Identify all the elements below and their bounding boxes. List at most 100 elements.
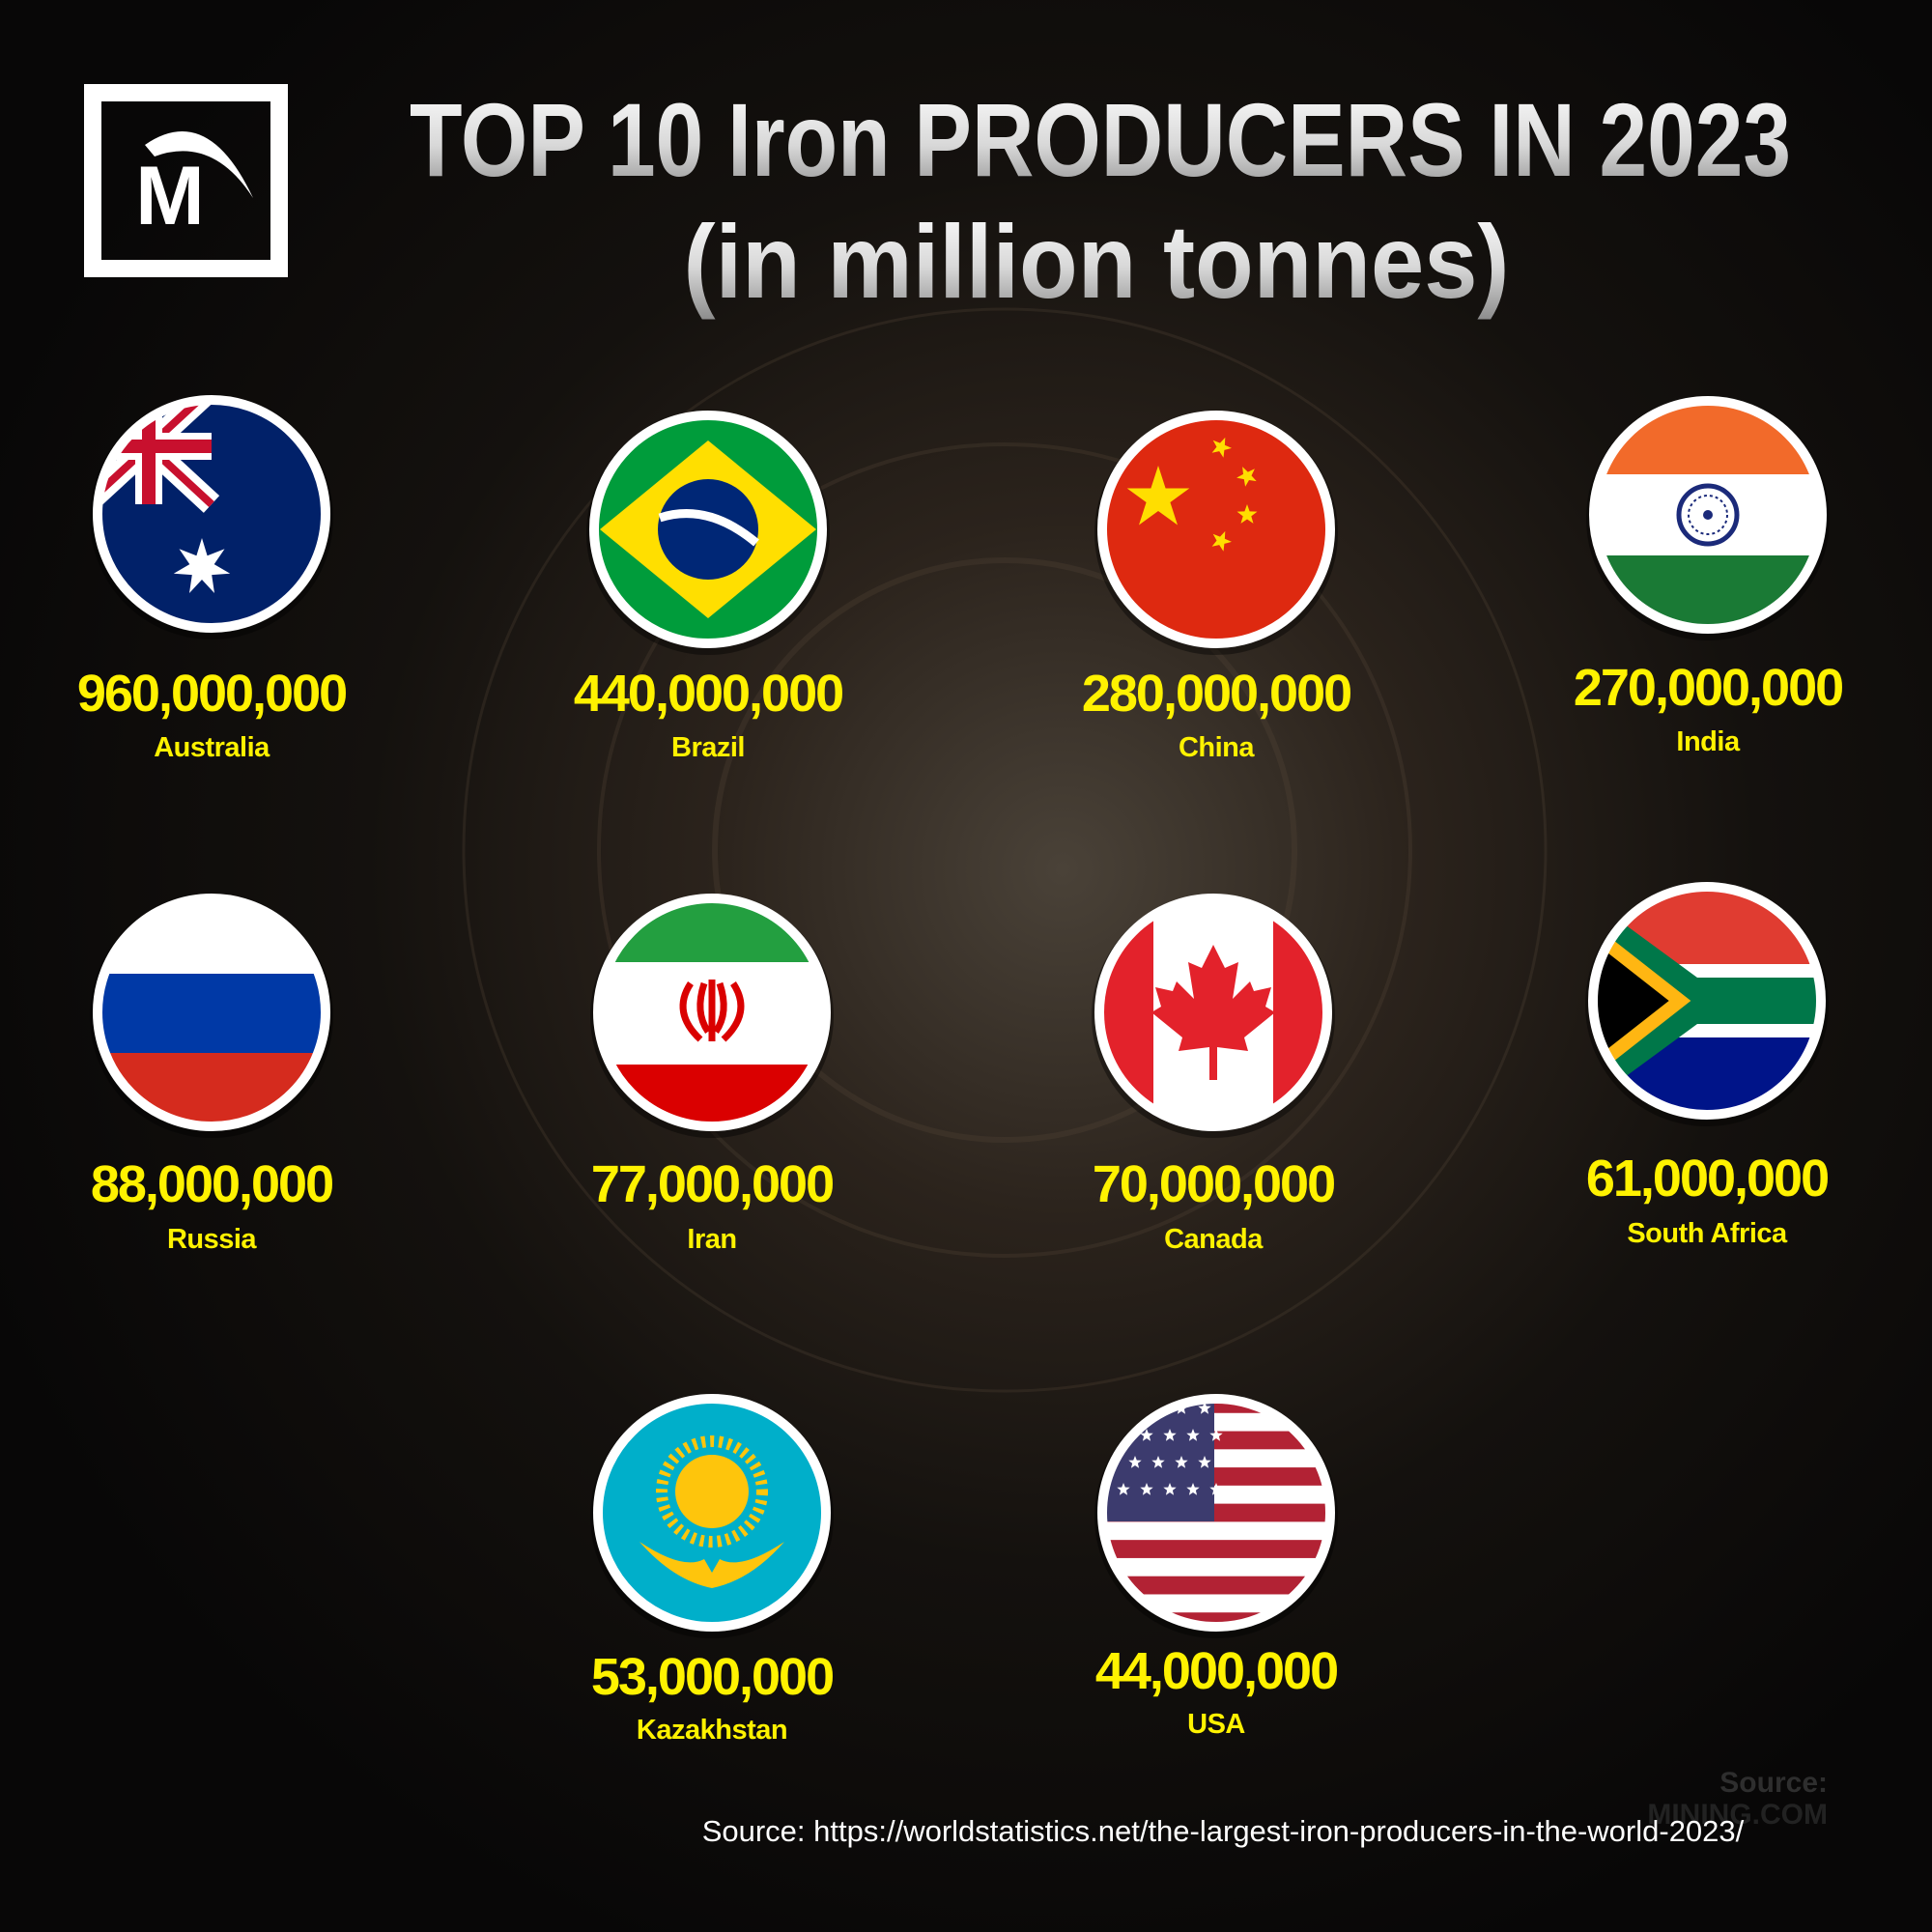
flag-shape [1593, 909, 1691, 1093]
producer-country: Australia [154, 732, 270, 763]
producer-value: 88,000,000 [91, 1155, 332, 1213]
producer-country: Russia [167, 1224, 257, 1255]
flag-shape [1126, 437, 1258, 552]
flag [1094, 1394, 1338, 1638]
flag-shape [1117, 1483, 1130, 1495]
flag-shape [1688, 495, 1728, 535]
producer: 77,000,000 Iran [590, 894, 835, 1255]
flag [590, 1394, 834, 1638]
producer-value: 70,000,000 [1093, 1155, 1334, 1213]
flag-shape [1140, 1483, 1153, 1495]
flag-shape [1209, 1429, 1223, 1441]
flag-ring [93, 894, 330, 1131]
flag-art [598, 1399, 826, 1627]
flag [1585, 882, 1829, 1126]
flag-shape [675, 1455, 749, 1528]
flag-ring [1097, 411, 1335, 648]
flag-shape [1198, 1402, 1211, 1414]
title: TOP 10 Iron PRODUCERS IN 2023 [410, 81, 1791, 198]
producer: 53,000,000 Kazakhstan [590, 1394, 835, 1746]
background-rings [462, 307, 1548, 1393]
flag-shape [1198, 1456, 1211, 1468]
flag-shape [1211, 437, 1232, 458]
flag [590, 894, 834, 1138]
flag-shape [1140, 1429, 1153, 1441]
flag [1094, 411, 1338, 655]
flag-shape [1163, 1483, 1177, 1495]
flag-shape [1128, 1456, 1142, 1468]
flag-shape [1236, 467, 1257, 487]
flag [586, 411, 830, 655]
producer-value: 280,000,000 [1082, 665, 1350, 723]
flag-shape [1102, 1576, 1330, 1595]
producer-value: 77,000,000 [591, 1155, 833, 1213]
flag-shape [1186, 1483, 1200, 1495]
producer: 44,000,000 USA [1094, 1394, 1339, 1740]
flag-shape [1676, 483, 1740, 547]
producer-country: Canada [1164, 1224, 1264, 1255]
logo-letter: M [135, 150, 205, 242]
producer-country: South Africa [1627, 1218, 1788, 1249]
flag-ring [589, 411, 827, 648]
flag [90, 395, 333, 639]
flag-shape [721, 981, 745, 1042]
source-note: Source: https://worldstatistics.net/the-… [702, 1814, 1745, 1848]
producer-country: Iran [687, 1224, 736, 1255]
logo-frame [84, 84, 288, 277]
flag-ring [1588, 882, 1826, 1120]
flag-shape [1236, 504, 1258, 524]
flag-shape [1163, 1429, 1177, 1441]
producer-value: 61,000,000 [1586, 1150, 1828, 1208]
flag [1092, 894, 1335, 1138]
flag-shape [1593, 893, 1821, 1109]
subtitle: (in million tonnes) [684, 203, 1510, 320]
producer-country: India [1676, 726, 1741, 757]
logo: M [84, 84, 288, 277]
producer-value: 440,000,000 [574, 665, 842, 723]
producer-country: Brazil [671, 732, 745, 763]
flag-shape [173, 538, 231, 593]
flag-ring [593, 1394, 831, 1632]
producer: 440,000,000 Brazil [574, 411, 844, 763]
flag-shape [1102, 415, 1330, 643]
producer-value: 44,000,000 [1095, 1642, 1337, 1700]
flag-art [594, 415, 822, 643]
flag-shape [1209, 1483, 1223, 1495]
watermark-name: MINING.COM [1647, 1799, 1828, 1831]
flag-shape [173, 538, 231, 593]
ring [462, 307, 1548, 1393]
producer: 960,000,000 Australia [77, 395, 348, 763]
flag-shape [1703, 510, 1713, 520]
producer-value: 960,000,000 [77, 665, 346, 723]
producer-value: 270,000,000 [1574, 659, 1842, 717]
flag-shape [639, 1542, 784, 1588]
watermark-label: Source: [1719, 1767, 1828, 1799]
flag-shape [658, 509, 759, 547]
flag-ring [1094, 894, 1332, 1131]
flag-shape [1151, 1456, 1165, 1468]
flag-shape [1102, 1540, 1330, 1559]
flag-shape [1151, 945, 1275, 1080]
producer: 61,000,000 South Africa [1585, 882, 1830, 1249]
flag-shape [98, 974, 326, 1053]
flag-ring [1589, 396, 1827, 634]
flag-shape [1126, 466, 1190, 526]
flag-shape [1102, 1521, 1330, 1541]
ring [712, 557, 1297, 1143]
flag-art [1593, 887, 1821, 1115]
flag-ring [593, 894, 831, 1131]
flag-ring [1097, 1394, 1335, 1632]
producer: 88,000,000 Russia [90, 894, 334, 1255]
ring [597, 442, 1412, 1258]
flag-shape [696, 981, 711, 1035]
flag-shape [713, 981, 727, 1035]
flag [90, 894, 333, 1138]
flag-shape [1102, 1557, 1330, 1577]
producer: 270,000,000 India [1574, 396, 1844, 757]
flag-shape [679, 981, 703, 1042]
producer: 280,000,000 China [1082, 411, 1352, 763]
producer-grid: 960,000,000 Australia 440,000,000 Brazil 2… [77, 395, 1844, 1746]
flag-art [1102, 415, 1330, 643]
